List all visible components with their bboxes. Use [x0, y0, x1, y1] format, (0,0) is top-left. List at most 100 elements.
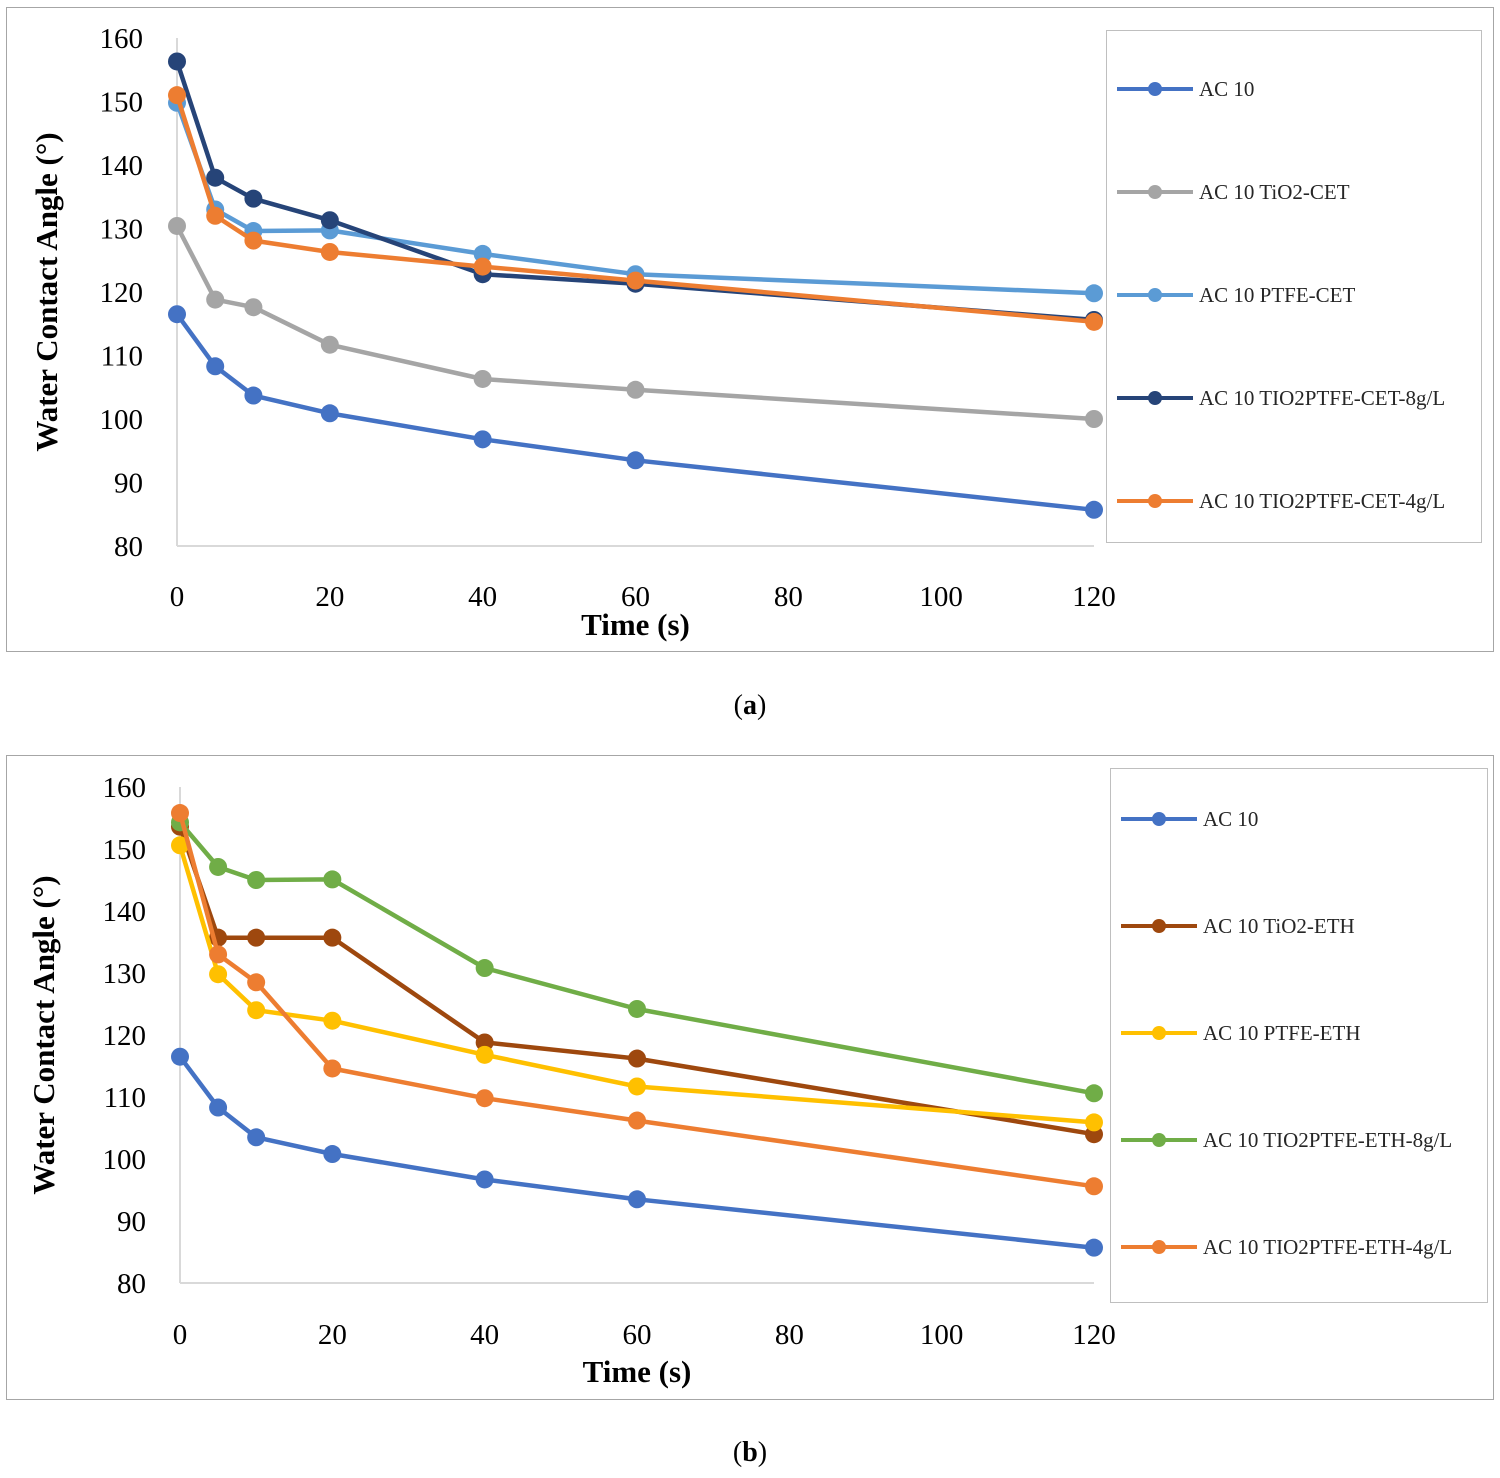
x-axis-label: Time (s) — [581, 607, 690, 642]
legend-label: AC 10 TIO2PTFE-CET-4g/L — [1199, 488, 1446, 513]
legend-label: AC 10 TIO2PTFE-CET-8g/L — [1199, 385, 1446, 410]
y-tick-label: 150 — [100, 87, 144, 119]
x-tick-label: 20 — [315, 581, 344, 613]
data-point — [168, 305, 186, 324]
legend-entry: AC 10 TIO2PTFE-CET-8g/L — [1117, 383, 1445, 413]
y-tick-label: 80 — [117, 1268, 146, 1300]
data-point — [628, 1077, 646, 1096]
x-tick-label: 40 — [468, 581, 497, 613]
caption-a: (a) — [733, 690, 767, 721]
y-tick-label: 130 — [103, 958, 147, 990]
series-2 — [168, 216, 1103, 428]
legend-label: AC 10 TIO2PTFE-ETH-8g/L — [1203, 1127, 1453, 1152]
y-tick-label: 120 — [100, 277, 144, 309]
data-point — [244, 386, 263, 405]
legend-swatch — [1117, 383, 1193, 413]
data-point — [247, 973, 266, 992]
x-tick-label: 120 — [1072, 1319, 1116, 1351]
data-point — [473, 257, 492, 276]
data-point — [626, 271, 645, 290]
y-tick-label: 160 — [100, 23, 144, 55]
legend-label: AC 10 PTFE-CET — [1199, 282, 1356, 307]
data-point — [244, 298, 263, 317]
legend-entry: AC 10 PTFE-CET — [1117, 280, 1355, 310]
data-point — [171, 1047, 189, 1066]
series-1 — [168, 305, 1103, 519]
data-point — [244, 189, 263, 208]
data-point — [320, 404, 339, 423]
data-point — [168, 86, 186, 105]
legend-swatch — [1121, 1018, 1197, 1048]
series-line — [174, 102, 1095, 296]
y-tick-label: 140 — [103, 896, 147, 928]
legend-swatch — [1121, 911, 1197, 941]
legend-swatch — [1121, 804, 1197, 834]
data-point — [171, 804, 189, 823]
data-point — [320, 211, 339, 230]
y-tick-label: 100 — [100, 404, 144, 436]
legend-entry: AC 10 TiO2-CET — [1117, 177, 1350, 207]
data-point — [323, 1011, 342, 1030]
data-point — [475, 1089, 494, 1108]
series-5 — [168, 86, 1103, 331]
data-point — [171, 836, 189, 855]
chart-panel-b: 80 90 100 110 120 130 140 150 160 0 20 40 60 80 100 120… — [6, 755, 1494, 1400]
data-point — [1085, 1177, 1103, 1196]
data-point — [628, 1190, 646, 1209]
x-tick-label: 60 — [621, 581, 650, 613]
data-point — [475, 1170, 494, 1189]
data-point — [1085, 500, 1103, 519]
data-point — [209, 1098, 228, 1117]
series-1 — [171, 1047, 1103, 1257]
x-tick-label: 80 — [774, 581, 803, 613]
data-point — [206, 206, 225, 225]
data-point — [626, 380, 645, 399]
x-tick-label: 0 — [170, 581, 185, 613]
chart-b: 80 90 100 110 120 130 140 150 160 0 20 40 60 80 100 120… — [26, 772, 1116, 1389]
data-point — [209, 857, 228, 876]
y-tick-label: 100 — [103, 1144, 147, 1176]
chart-panel-a: 80 90 100 110 120 130 140 150 160 0 20 40 60 80 100 120… — [6, 7, 1494, 652]
data-point — [473, 244, 492, 263]
data-point — [209, 965, 228, 984]
legend-label: AC 10 TiO2-CET — [1199, 179, 1350, 204]
legend-entry: AC 10 TiO2-ETH — [1121, 911, 1355, 941]
x-tick-label: 120 — [1072, 581, 1116, 613]
legend-entry: AC 10 TIO2PTFE-ETH-4g/L — [1121, 1232, 1452, 1262]
legend-label: AC 10 — [1199, 76, 1255, 101]
y-axis-label: Water Contact Angle (°) — [29, 132, 64, 451]
y-tick-label: 110 — [101, 341, 143, 373]
x-tick-label: 0 — [173, 1319, 188, 1351]
y-tick-label: 160 — [103, 772, 147, 804]
y-tick-label: 150 — [103, 834, 147, 866]
series-line — [177, 812, 1095, 1189]
x-tick-label: 100 — [919, 581, 963, 613]
data-point — [475, 1033, 494, 1052]
data-point — [628, 999, 646, 1018]
data-point — [320, 242, 339, 261]
y-tick-label: 90 — [117, 1206, 146, 1238]
data-point — [1085, 1084, 1103, 1103]
legend-label: AC 10 — [1203, 806, 1259, 831]
x-tick-label: 20 — [318, 1319, 347, 1351]
data-point — [323, 928, 342, 947]
data-point — [247, 871, 266, 889]
data-point — [626, 451, 645, 470]
data-point — [323, 870, 342, 889]
legend-swatch — [1117, 486, 1193, 516]
caption-b: (b) — [732, 1437, 768, 1468]
series-3 — [171, 836, 1103, 1132]
legend-entry: AC 10 — [1121, 804, 1258, 834]
x-tick-label: 60 — [623, 1319, 652, 1351]
y-tick-label: 140 — [100, 150, 144, 182]
data-point — [628, 1049, 646, 1068]
legend-label: AC 10 TiO2-ETH — [1203, 913, 1355, 938]
data-point — [247, 928, 266, 947]
data-point — [247, 1001, 266, 1020]
legend-entry: AC 10 TIO2PTFE-ETH-8g/L — [1121, 1125, 1452, 1155]
legend-swatch — [1117, 280, 1193, 310]
series-5 — [171, 804, 1103, 1196]
data-point — [1085, 312, 1103, 331]
legend-swatch — [1117, 177, 1193, 207]
x-axis-label: Time (s) — [583, 1354, 692, 1389]
